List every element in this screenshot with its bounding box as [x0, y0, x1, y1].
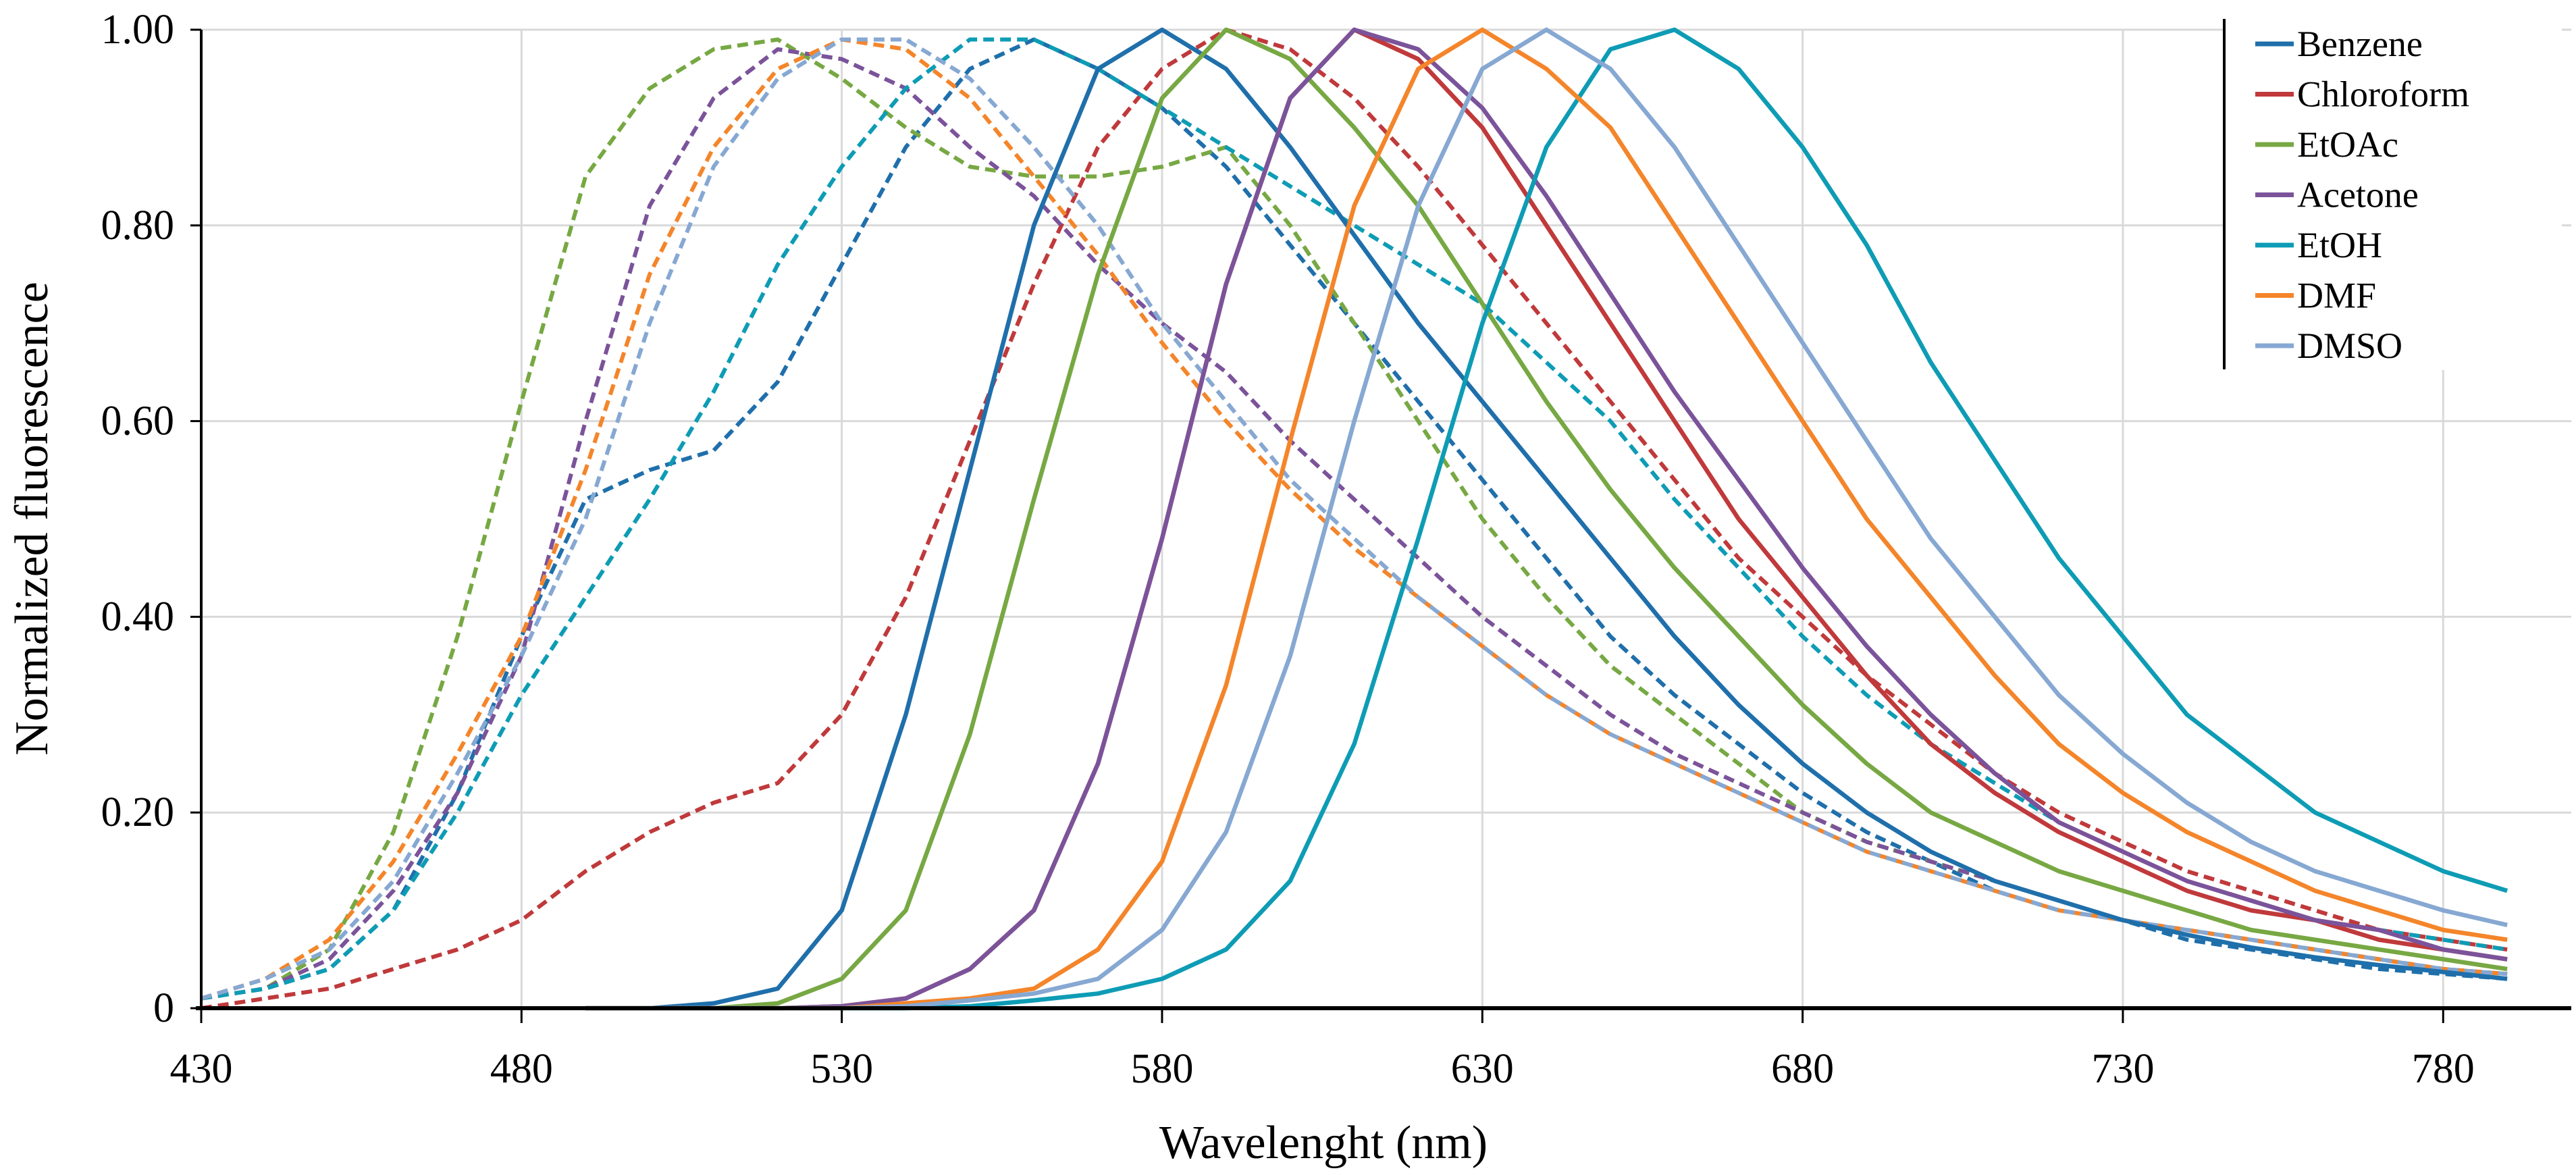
series-dmf-solid-line [585, 27, 2508, 1011]
series-benzene-solid-line [585, 27, 2508, 1011]
legend-item-dmso: DMSO [2255, 325, 2402, 366]
y-tick-label: 0.80 [101, 203, 175, 249]
legend-item-dmf: DMF [2255, 276, 2376, 316]
series-etoh-solid-line [585, 27, 2508, 1011]
x-tick-label: 630 [1451, 1046, 1514, 1092]
plot-curves [201, 27, 2508, 1011]
series-etoh-dashed-line [201, 37, 2508, 1001]
legend-item-acetone: Acetone [2255, 175, 2419, 215]
y-tick-label: 0.60 [101, 398, 175, 444]
legend-label: DMF [2297, 276, 2376, 316]
series-dmf-dashed-line [201, 37, 2508, 1001]
axis-ticks: 0 0.20 0.40 0.60 0.80 1.00 430 480 530 580 630 680 7… [101, 7, 2475, 1092]
x-axis-title: Wavelenght (nm) [1159, 1117, 1488, 1169]
legend-label: EtOH [2297, 225, 2382, 265]
x-tick-label: 430 [170, 1046, 233, 1092]
gridlines [201, 28, 2571, 1008]
legend: Benzene Chloroform EtOAc Acetone EtOH DMF DMSO [2223, 19, 2562, 370]
legend-item-chloroform: Chloroform [2255, 74, 2469, 115]
series-acetone-dashed-line [201, 47, 2508, 1001]
legend-item-benzene: Benzene [2255, 24, 2423, 64]
series-acetone-solid-line [585, 27, 2508, 1011]
x-tick-label: 680 [1771, 1046, 1834, 1092]
y-tick-label: 1.00 [101, 7, 175, 53]
legend-item-etoac: EtOAc [2255, 124, 2398, 165]
x-tick-label: 730 [2091, 1046, 2154, 1092]
x-tick-label: 480 [490, 1046, 553, 1092]
series-dmso-dashed-line [201, 37, 2508, 1001]
y-tick-label: 0.20 [101, 789, 175, 835]
series-chloroform-dashed-line [201, 28, 2508, 1010]
series-etoac-solid-line [585, 27, 2508, 1011]
legend-label: Benzene [2297, 24, 2423, 64]
y-tick-label: 0 [153, 985, 174, 1031]
legend-label: Chloroform [2297, 74, 2469, 115]
series-etoac-dashed-line [201, 37, 2508, 1001]
y-tick-label: 0.40 [101, 594, 175, 639]
legend-label: DMSO [2297, 325, 2402, 366]
x-tick-label: 580 [1130, 1046, 1193, 1092]
series-dmso-solid-line [585, 27, 2508, 1011]
legend-item-etoh: EtOH [2255, 225, 2382, 265]
series-benzene-dashed-line [201, 37, 2508, 1001]
legend-label: Acetone [2297, 175, 2419, 215]
legend-label: EtOAc [2297, 124, 2398, 165]
x-tick-label: 780 [2412, 1046, 2475, 1092]
series-chloroform-solid-line [585, 27, 2508, 1011]
y-axis-title: Normalized fluorescence [6, 282, 58, 756]
x-tick-label: 530 [810, 1046, 873, 1092]
